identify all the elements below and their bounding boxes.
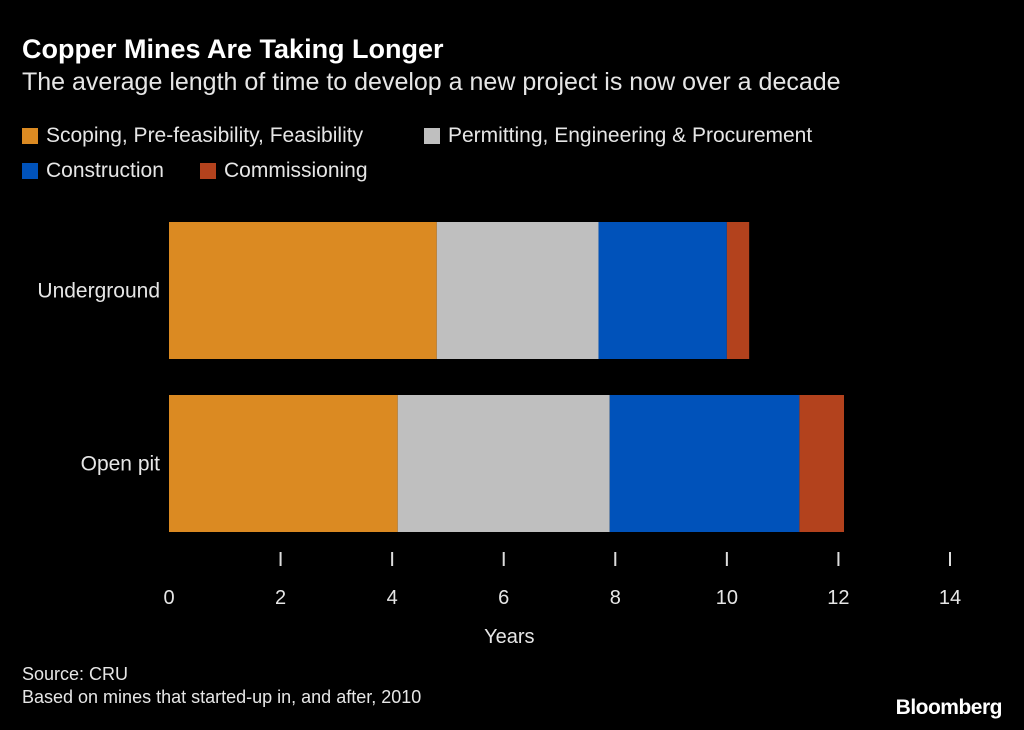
- x-tick-label: 8: [610, 587, 621, 609]
- legend-label: Commissioning: [224, 159, 368, 182]
- bar-segment-open-pit-3: [799, 395, 845, 532]
- x-tick-label: 12: [827, 587, 849, 609]
- source-note: Source: CRU: [22, 664, 129, 684]
- footnote: Based on mines that started-up in, and a…: [22, 687, 422, 707]
- legend-swatch: [200, 163, 216, 179]
- legend-label: Permitting, Engineering & Procurement: [448, 124, 813, 147]
- legend-item-scoping: Scoping, Pre-feasibility, Feasibility: [22, 124, 363, 148]
- category-label: Open pit: [81, 453, 161, 476]
- bloomberg-logo: Bloomberg: [895, 696, 1003, 719]
- bar-segment-underground-1: [436, 222, 599, 359]
- bar-segment-open-pit-0: [169, 395, 398, 532]
- chart-title: Copper Mines Are Taking Longer: [22, 34, 444, 64]
- bar-segment-underground-3: [726, 222, 750, 359]
- x-tick-label: 10: [716, 587, 738, 609]
- legend-swatch: [424, 128, 440, 144]
- x-tick-label: 0: [163, 587, 174, 609]
- x-tick-label: 14: [939, 587, 961, 609]
- bar-segment-underground-0: [169, 222, 437, 359]
- legend-item-commissioning: Commissioning: [200, 159, 368, 183]
- legend-item-permitting: Permitting, Engineering & Procurement: [424, 124, 812, 148]
- legend-label: Scoping, Pre-feasibility, Feasibility: [46, 124, 364, 147]
- x-axis-label: Years: [484, 626, 534, 648]
- bar-segment-open-pit-1: [397, 395, 610, 532]
- x-tick-label: 2: [275, 587, 286, 609]
- legend-swatch: [22, 128, 38, 144]
- bar-segment-open-pit-2: [609, 395, 800, 532]
- x-tick-label: 6: [498, 587, 509, 609]
- bar-segment-underground-2: [598, 222, 727, 359]
- chart-subtitle: The average length of time to develop a …: [22, 68, 841, 96]
- legend-label: Construction: [46, 159, 164, 182]
- legend-swatch: [22, 163, 38, 179]
- category-label: Underground: [37, 280, 160, 303]
- x-tick-label: 4: [387, 587, 398, 609]
- legend-item-construction: Construction: [22, 159, 164, 183]
